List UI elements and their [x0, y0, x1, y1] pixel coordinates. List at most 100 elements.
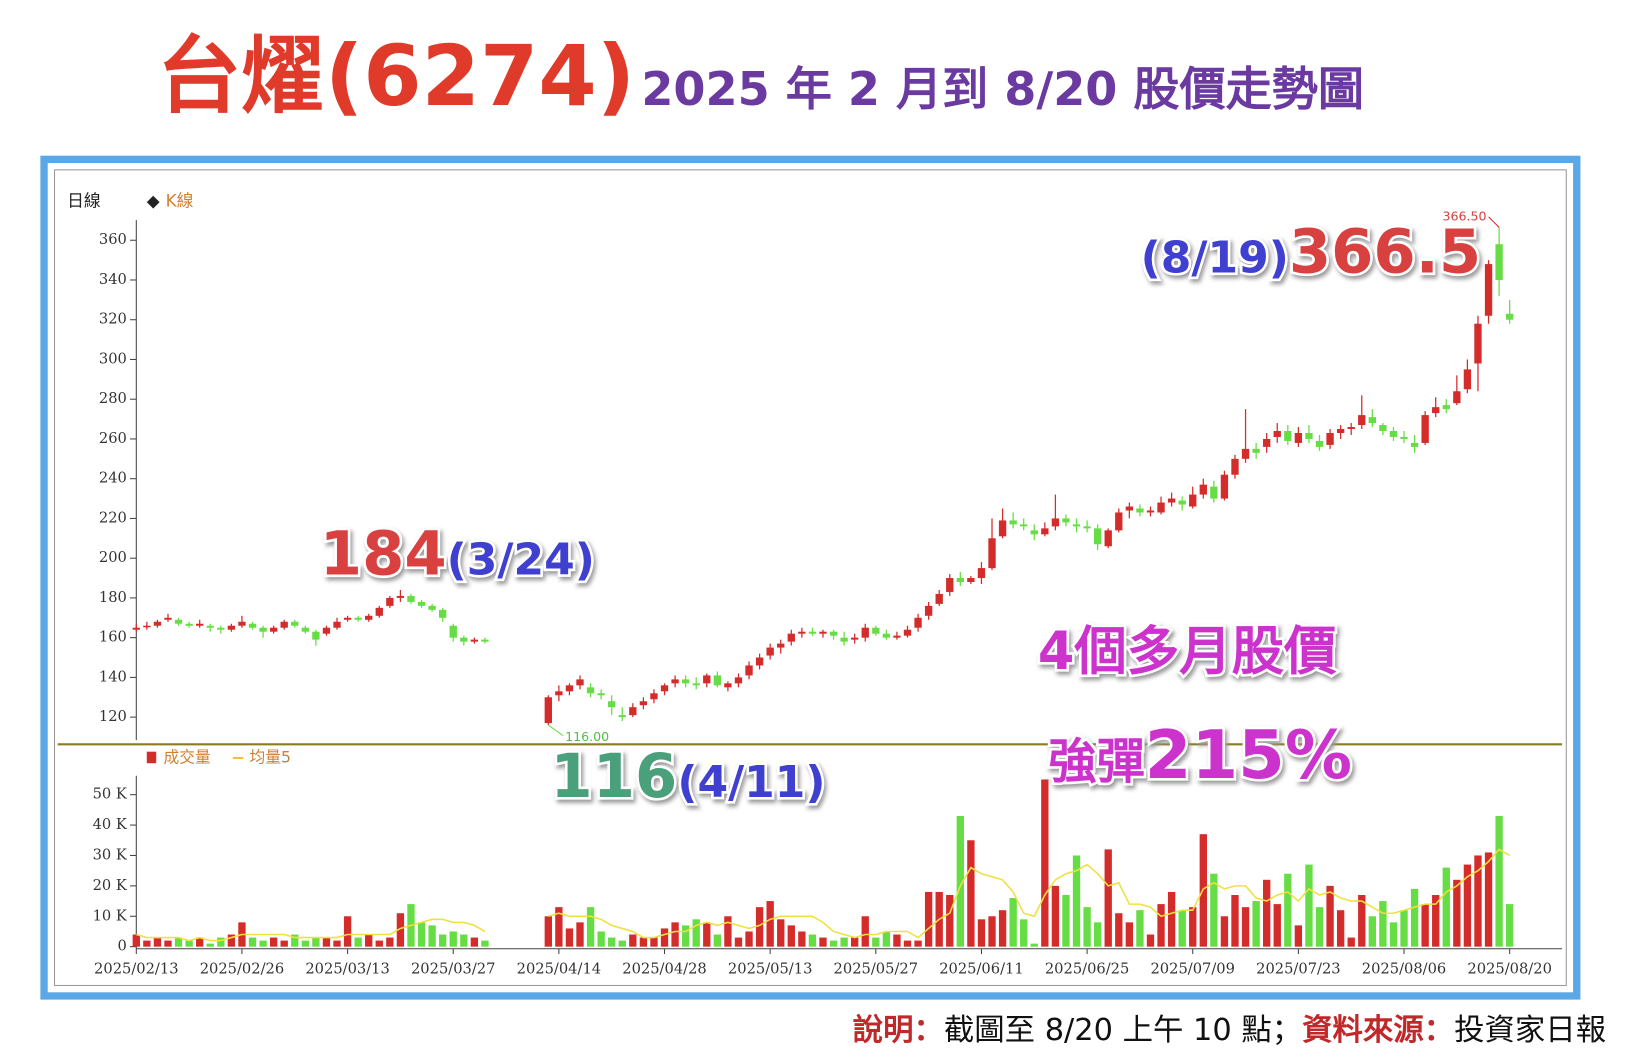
- candle-body: [734, 677, 743, 684]
- callout-text: 4個多月股價: [1038, 621, 1337, 682]
- volume-bar: [280, 940, 288, 947]
- volume-bar: [185, 940, 193, 947]
- candle-body: [851, 637, 859, 640]
- candle-body: [1115, 512, 1123, 531]
- volume-bar: [565, 928, 574, 947]
- volume-bar: [1505, 904, 1514, 947]
- volume-bar: [481, 940, 489, 947]
- candle-body: [1241, 448, 1250, 459]
- volume-bar: [903, 940, 912, 947]
- volume-bar: [819, 937, 827, 947]
- volume-bar: [449, 931, 457, 947]
- volume-bar: [428, 925, 436, 947]
- candle-body: [608, 701, 616, 708]
- volume-bar: [1104, 849, 1112, 947]
- callout-value: 184: [320, 520, 447, 590]
- callout: (8/19)366.5: [1141, 218, 1482, 288]
- x-tick-label: 2025/05/13: [728, 961, 812, 978]
- y-tick-label: 180: [99, 589, 127, 606]
- volume-bar: [460, 934, 468, 947]
- candle-body: [1273, 431, 1281, 437]
- callout-text: 強彈: [1048, 734, 1144, 790]
- ma-line: [136, 848, 1511, 942]
- callout: 116(4/11): [550, 742, 825, 812]
- volume-bar: [1336, 910, 1345, 947]
- candle-body: [470, 639, 479, 642]
- candle-body: [365, 615, 373, 620]
- volume-bar: [174, 937, 183, 947]
- volume-bar: [417, 922, 426, 947]
- x-tick-label: 2025/02/13: [94, 961, 178, 978]
- candle-body: [291, 621, 299, 626]
- candle-body: [1104, 530, 1112, 547]
- legend-label: K線: [166, 190, 194, 210]
- candle-body: [227, 625, 236, 630]
- volume-bar: [777, 919, 785, 947]
- volume-bar: [914, 940, 922, 947]
- candle-body: [1463, 369, 1472, 390]
- volume-bar: [354, 937, 362, 947]
- candle-body: [703, 675, 711, 684]
- candle-body: [1199, 484, 1207, 495]
- volume-bar: [692, 919, 700, 947]
- frame: [40, 155, 1581, 1000]
- candle-body: [1421, 415, 1429, 443]
- candle-body: [1062, 518, 1070, 523]
- volume-bar: [798, 931, 806, 947]
- footer-source: 投資家日報: [1454, 1013, 1606, 1048]
- candle-body: [375, 607, 383, 616]
- y-tick-label: 280: [99, 390, 127, 407]
- volume-bar: [1125, 922, 1134, 947]
- y-tick-label: 260: [99, 430, 127, 447]
- volume-bar: [291, 934, 299, 947]
- candle-body: [692, 683, 700, 686]
- volume-bar: [143, 940, 151, 947]
- candle-body: [1041, 528, 1049, 535]
- volume-bar: [1020, 919, 1028, 947]
- volume-bar: [924, 891, 933, 947]
- candle-body: [956, 578, 964, 583]
- candle-body: [861, 627, 869, 638]
- candle-body: [618, 715, 626, 718]
- volume-bar: [1030, 943, 1038, 947]
- volume-bar: [755, 907, 764, 947]
- candle-body: [819, 631, 827, 634]
- volume-bar: [153, 937, 162, 947]
- y-tick-label: 40 K: [93, 816, 128, 833]
- volume-bar: [544, 916, 552, 947]
- legend-marker: ◆: [147, 190, 160, 210]
- volume-bar: [851, 937, 859, 947]
- volume-bar: [956, 815, 964, 947]
- candle-body: [333, 621, 341, 628]
- volume-bar: [1294, 925, 1303, 947]
- volume-bar: [1368, 916, 1376, 947]
- legend-label: 成交量: [164, 747, 211, 766]
- x-tick-label: 2025/02/26: [200, 961, 284, 978]
- candle-body: [1136, 508, 1144, 513]
- candle-body: [977, 568, 986, 579]
- volume-bar: [608, 937, 616, 947]
- x-tick-label: 2025/08/06: [1362, 961, 1446, 978]
- candle-body: [259, 627, 267, 632]
- candle-body: [766, 647, 774, 656]
- volume-bar: [1146, 934, 1155, 947]
- candle-body: [872, 627, 880, 634]
- candle-body: [1252, 448, 1260, 453]
- volume-bar: [1041, 779, 1049, 947]
- candle-body: [143, 625, 151, 628]
- footer: 說明：截圖至 8/20 上午 10 點；資料來源：投資家日報: [853, 1012, 1606, 1048]
- candle-body: [354, 617, 362, 620]
- candle-body: [903, 629, 912, 636]
- volume-bar: [1189, 907, 1197, 947]
- candle-body: [565, 685, 574, 692]
- volume-bar: [829, 940, 838, 947]
- candle-body: [206, 625, 214, 628]
- y-tick-label: 120: [99, 708, 127, 725]
- candle-body: [1051, 518, 1060, 527]
- candle-body: [555, 691, 563, 696]
- candle-body: [882, 633, 891, 638]
- x-tick-label: 2025/03/13: [305, 961, 389, 978]
- volume-bar: [977, 919, 986, 947]
- y-tick-label: 360: [99, 231, 127, 248]
- candle-body: [438, 609, 447, 618]
